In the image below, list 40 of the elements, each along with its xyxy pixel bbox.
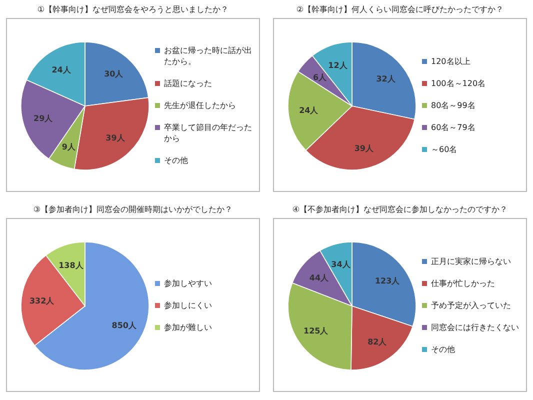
data-label: 39人	[354, 144, 375, 153]
legend-label: 同窓会には行きたくない	[431, 322, 519, 333]
legend-label: 卒業して節目の年だったから	[164, 122, 253, 144]
legend-label: その他	[164, 155, 188, 166]
data-label: 30人	[104, 69, 124, 78]
data-label: 24人	[52, 65, 72, 74]
legend-label: 参加が難しい	[164, 322, 212, 333]
data-label: 850人	[112, 321, 138, 330]
legend-label: ～60名	[431, 144, 458, 155]
data-label: 32人	[376, 74, 396, 84]
legend-label: 60名～79名	[431, 122, 476, 133]
data-label: 138人	[58, 260, 84, 270]
legend-label: 120名以上	[431, 56, 470, 67]
data-label: 39人	[106, 133, 126, 142]
data-label: 34人	[331, 260, 352, 269]
chart-title: ③【参加者向け】同窓会の開催時期はいかがでしたか？	[32, 204, 234, 215]
legend-label: 100名～120名	[431, 78, 486, 89]
legend-label: 予め予定が入っていた	[431, 300, 511, 311]
data-label: 125人	[304, 326, 330, 336]
legend-label: その他	[431, 344, 455, 355]
chart-title: ④【不参加者向け】なぜ同窓会に参加しなかったのですか？	[291, 204, 509, 215]
legend-label: 参加しにくい	[164, 300, 212, 311]
chart-title: ②【幹事向け】何人くらい同窓会に呼びたかったですか？	[295, 4, 505, 15]
data-label: 29人	[34, 114, 54, 123]
legend-label: 先生が退任したから	[164, 100, 236, 111]
data-label: 12人	[328, 60, 348, 70]
data-label: 82人	[368, 338, 388, 347]
legend-label: 参加しやすい	[164, 278, 212, 289]
legend-label: 80名～99名	[431, 100, 476, 111]
data-label: 9人	[62, 142, 76, 152]
data-label: 123人	[374, 276, 401, 286]
data-label: 6人	[312, 72, 328, 82]
legend-label: お盆に帰った時に話が出たから。	[164, 45, 253, 67]
data-label: 44人	[309, 274, 330, 283]
legend-label: 正月に実家に帰らない	[431, 256, 511, 267]
data-label: 24人	[299, 106, 320, 116]
chart-title: ①【幹事向け】なぜ同窓会をやろうと思いましたか？	[36, 4, 230, 15]
legend-label: 仕事が忙しかった	[431, 278, 495, 289]
data-label: 332人	[29, 296, 56, 306]
legend-label: 話題になった	[164, 78, 212, 89]
